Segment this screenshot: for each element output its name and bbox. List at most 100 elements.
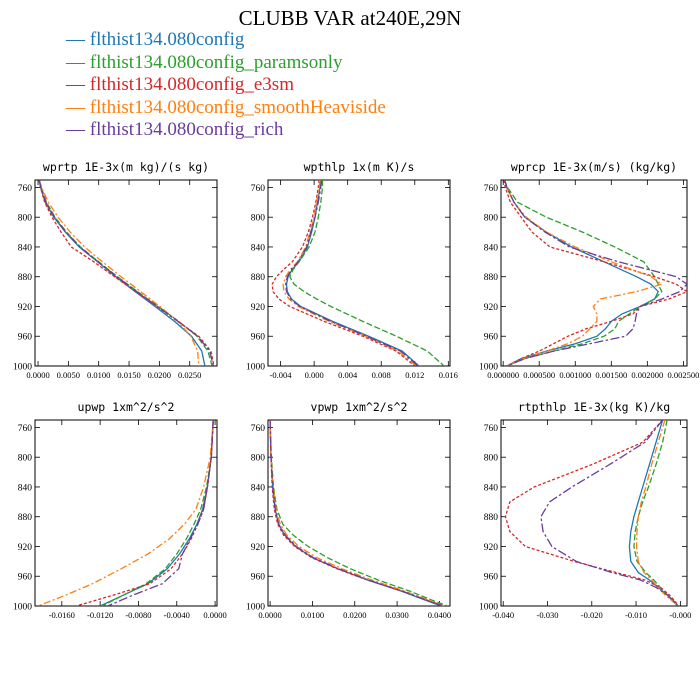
x-tick-label: 0.000 bbox=[305, 370, 324, 380]
y-tick-label: 960 bbox=[18, 333, 33, 343]
x-tick-label: 0.0200 bbox=[148, 370, 171, 380]
x-tick-label: 0.000500 bbox=[523, 370, 555, 380]
legend-line-marker: — bbox=[66, 29, 90, 50]
legend-item: — flthist134.080config_e3sm bbox=[66, 74, 386, 97]
y-tick-label: 960 bbox=[484, 573, 499, 583]
x-tick-label: -0.040 bbox=[492, 610, 514, 620]
panel: rtpthlp 1E-3x(kg K)/kg 760 800 840 880 920 960… bbox=[479, 400, 691, 620]
x-tick-label: 0.012 bbox=[405, 370, 424, 380]
y-tick-label: 880 bbox=[18, 273, 33, 283]
panel-title: wprtp 1E-3x(m kg)/(s kg) bbox=[43, 160, 209, 174]
panel-frame bbox=[500, 419, 688, 607]
series-line bbox=[285, 180, 420, 366]
x-tick-label: -0.020 bbox=[581, 610, 603, 620]
y-tick-label: 1000 bbox=[246, 363, 265, 373]
y-tick-label: 960 bbox=[484, 333, 499, 343]
x-tick-label: 0.0000 bbox=[203, 610, 226, 620]
y-tick-label: 920 bbox=[484, 303, 499, 313]
x-tick-label: -0.0080 bbox=[125, 610, 151, 620]
series-line bbox=[38, 180, 200, 366]
y-tick-label: 1000 bbox=[246, 603, 265, 613]
y-tick-label: 960 bbox=[251, 573, 266, 583]
panel-title: wprcp 1E-3x(m/s) (kg/kg) bbox=[511, 160, 677, 174]
y-tick-label: 840 bbox=[18, 483, 33, 493]
x-tick-label: 0.0300 bbox=[385, 610, 408, 620]
x-tick-label: 0.002500 bbox=[667, 370, 699, 380]
series-line bbox=[271, 180, 416, 366]
series-line bbox=[269, 420, 444, 606]
series-line bbox=[503, 180, 687, 366]
series-line bbox=[289, 180, 445, 366]
legend-label: flthist134.080config_smoothHeaviside bbox=[89, 96, 386, 118]
y-tick-label: 1000 bbox=[13, 603, 32, 613]
y-tick-label: 800 bbox=[251, 454, 266, 464]
series-line bbox=[282, 180, 417, 366]
legend-line-marker: — bbox=[66, 96, 90, 118]
legend: — flthist134.080config — flthist134.080c… bbox=[66, 29, 386, 142]
panel: wprcp 1E-3x(m/s) (kg/kg) 760 800 840 880 920 9… bbox=[479, 160, 699, 380]
x-tick-label: -0.000 bbox=[669, 610, 691, 620]
y-tick-label: 840 bbox=[251, 483, 266, 493]
y-tick-label: 760 bbox=[251, 424, 266, 434]
x-tick-label: 0.004 bbox=[338, 370, 358, 380]
x-tick-label: 0.000000 bbox=[487, 370, 519, 380]
x-tick-label: 0.0250 bbox=[178, 370, 201, 380]
series-line bbox=[269, 420, 442, 606]
y-tick-label: 800 bbox=[484, 454, 499, 464]
legend-line-marker: — bbox=[66, 74, 90, 95]
y-tick-label: 760 bbox=[18, 184, 33, 194]
series-line bbox=[38, 180, 215, 366]
series-line bbox=[38, 180, 215, 366]
panel-frame bbox=[34, 179, 218, 367]
y-tick-label: 840 bbox=[484, 243, 499, 253]
figure-title: CLUBB VAR at240E,29N bbox=[238, 6, 462, 30]
x-tick-label: -0.0120 bbox=[87, 610, 113, 620]
legend-item: — flthist134.080config_smoothHeaviside bbox=[66, 97, 386, 120]
series-line bbox=[107, 420, 214, 606]
y-tick-label: 760 bbox=[484, 184, 499, 194]
series-line bbox=[284, 180, 419, 366]
series-line bbox=[503, 180, 687, 366]
legend-label: flthist134.080config bbox=[89, 29, 245, 50]
y-tick-label: 1000 bbox=[479, 603, 498, 613]
y-tick-label: 920 bbox=[18, 303, 33, 313]
series-line bbox=[101, 420, 214, 606]
panel: upwp 1xm^2/s^2 760 800 840 880 920 960 1000 -0.0… bbox=[13, 400, 227, 620]
y-tick-label: 840 bbox=[484, 483, 499, 493]
series-line bbox=[38, 180, 206, 366]
legend-line-marker: — bbox=[66, 51, 90, 73]
x-tick-label: -0.0040 bbox=[164, 610, 190, 620]
y-tick-label: 880 bbox=[484, 273, 499, 283]
series-line bbox=[503, 180, 664, 366]
series-line bbox=[635, 420, 679, 606]
y-tick-label: 880 bbox=[251, 513, 266, 523]
x-tick-label: 0.0050 bbox=[57, 370, 80, 380]
y-tick-label: 840 bbox=[251, 243, 266, 253]
x-tick-label: 0.001000 bbox=[559, 370, 591, 380]
series-line bbox=[269, 420, 444, 606]
y-tick-label: 1000 bbox=[13, 363, 32, 373]
y-tick-label: 920 bbox=[18, 543, 33, 553]
panel-frame bbox=[34, 419, 218, 607]
y-tick-label: 800 bbox=[251, 214, 266, 224]
y-tick-label: 920 bbox=[484, 543, 499, 553]
series-line bbox=[38, 180, 213, 366]
y-tick-label: 960 bbox=[251, 333, 266, 343]
x-tick-label: 0.001500 bbox=[595, 370, 627, 380]
y-tick-label: 840 bbox=[18, 243, 33, 253]
y-tick-label: 920 bbox=[251, 543, 266, 553]
series-line bbox=[99, 420, 214, 606]
y-tick-label: 880 bbox=[251, 273, 266, 283]
legend-label: flthist134.080config_rich bbox=[89, 119, 284, 140]
legend-item: — flthist134.080config_paramsonly bbox=[66, 52, 386, 75]
x-tick-label: 0.0200 bbox=[343, 610, 366, 620]
y-tick-label: 880 bbox=[484, 513, 499, 523]
series-line bbox=[37, 420, 214, 606]
series-line bbox=[269, 420, 444, 606]
y-tick-label: 760 bbox=[251, 184, 266, 194]
series-line bbox=[504, 420, 679, 606]
x-tick-label: -0.004 bbox=[270, 370, 293, 380]
y-tick-label: 800 bbox=[18, 214, 33, 224]
panel: vpwp 1xm^2/s^2 760 800 840 880 920 960 10000.00… bbox=[246, 400, 451, 620]
